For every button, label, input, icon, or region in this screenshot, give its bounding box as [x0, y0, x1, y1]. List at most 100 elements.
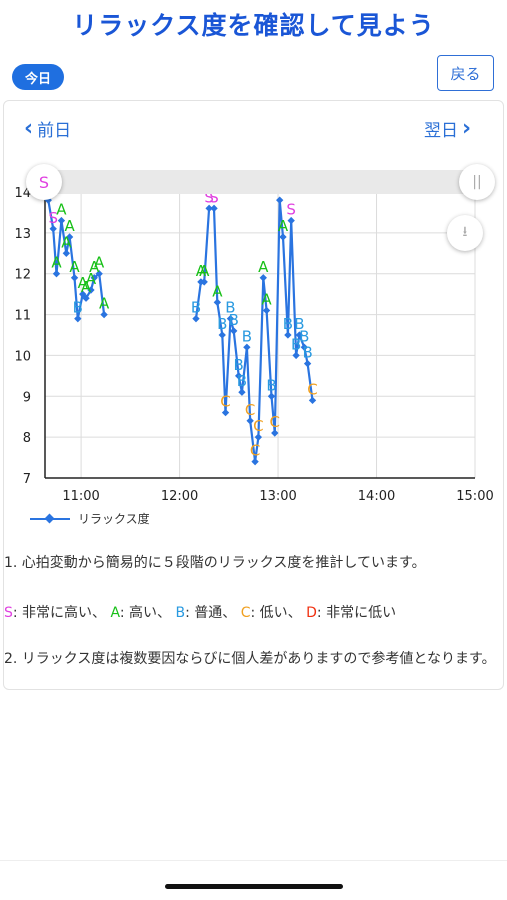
data-point-level-label: B	[225, 299, 235, 317]
level-B-text: : 普通、	[185, 605, 237, 621]
page-title: リラックス度を確認して見よう	[72, 11, 435, 40]
data-point	[246, 417, 254, 425]
chevron-left-icon: ‹	[24, 115, 34, 141]
data-point-level-label: A	[64, 217, 75, 235]
data-point-level-label: S	[286, 201, 296, 219]
data-point-level-label: A	[81, 278, 92, 296]
data-point-level-label: S	[209, 188, 219, 206]
data-point	[100, 310, 108, 319]
x-tick-label: 15:00	[456, 489, 493, 504]
x-tick-label: 12:00	[161, 489, 198, 504]
y-tick-label: 13	[14, 227, 31, 242]
data-point-level-label: A	[278, 217, 289, 235]
data-point-level-label: B	[299, 327, 309, 345]
range-handle-right[interactable]: ||	[459, 164, 495, 200]
x-tick-label: 11:00	[62, 489, 99, 504]
data-point	[205, 204, 213, 213]
data-point	[192, 314, 200, 323]
data-point-level-label: B	[191, 299, 201, 317]
data-point-level-label: C	[307, 380, 317, 398]
legend-line-icon	[30, 517, 70, 520]
data-point-level-label: A	[78, 274, 89, 292]
data-point-level-label: B	[291, 335, 301, 353]
prev-day-label: 前日	[37, 121, 72, 141]
bottom-divider	[0, 860, 507, 861]
y-tick-label: 12	[14, 268, 31, 283]
chart-legend: リラックス度	[30, 510, 150, 527]
y-tick-label: 9	[23, 390, 31, 405]
y-tick-label: 7	[23, 472, 31, 487]
level-C-text: : 低い、	[250, 605, 302, 621]
legend-label: リラックス度	[78, 512, 150, 526]
data-point-level-label: A	[212, 282, 223, 300]
data-point-level-label: A	[56, 201, 67, 219]
data-point	[200, 278, 208, 286]
x-tick-label: 13:00	[259, 489, 296, 504]
data-point	[300, 343, 308, 351]
data-point-level-label: B	[237, 372, 247, 390]
next-day-label: 翌日	[424, 121, 458, 141]
prev-day-link[interactable]: ‹ 前日	[24, 116, 71, 141]
data-point-level-label: B	[302, 344, 312, 362]
back-button[interactable]: 戻る	[437, 55, 494, 91]
y-tick-label: 11	[14, 309, 31, 324]
data-point-level-label: A	[196, 262, 207, 280]
data-point-level-label: C	[270, 413, 280, 431]
data-point-level-label: A	[258, 258, 269, 276]
data-point-level-label: S	[48, 209, 58, 227]
y-tick-label: 10	[14, 349, 31, 364]
data-point-level-label: A	[69, 258, 80, 276]
data-point-level-label: B	[217, 315, 227, 333]
data-point	[259, 274, 267, 282]
data-point-level-label: B	[73, 299, 83, 317]
data-point-level-label: B	[283, 315, 293, 333]
data-point	[303, 359, 312, 368]
chart-card	[3, 100, 504, 690]
data-point-level-label: A	[199, 262, 210, 280]
data-point-level-label: B	[242, 327, 252, 345]
data-point-level-label: A	[99, 295, 110, 313]
level-A-text: : 高い、	[119, 605, 172, 621]
chevron-right-icon: ›	[462, 115, 472, 141]
range-handle-left-glyph: S	[38, 172, 50, 192]
data-point-level-label: C	[250, 442, 260, 460]
home-indicator[interactable]	[165, 884, 343, 889]
data-point-level-label: B	[234, 356, 244, 374]
data-point-level-label: S	[204, 188, 214, 206]
data-point	[284, 331, 292, 339]
data-point-level-label: C	[253, 417, 263, 435]
download-button[interactable]: ⭳	[447, 215, 483, 251]
data-point	[79, 290, 87, 298]
data-point	[262, 306, 271, 315]
pause-icon: ||	[472, 174, 482, 190]
data-point	[287, 216, 295, 225]
next-day-link[interactable]: 翌日 ›	[424, 116, 471, 141]
note-2: 2. リラックス度は複数要因ならびに個人差がありますので参考値となります。	[4, 651, 496, 667]
level-S-code: S	[4, 605, 13, 621]
today-button[interactable]: 今日	[12, 64, 64, 90]
data-point	[279, 233, 287, 241]
data-point	[295, 331, 304, 339]
range-handle-left[interactable]: S	[26, 164, 62, 200]
data-point	[221, 408, 230, 417]
data-point-level-label: B	[229, 311, 239, 329]
range-scrollbar[interactable]	[30, 170, 490, 194]
data-point	[267, 392, 276, 400]
data-point-level-label: A	[261, 290, 272, 308]
download-icon: ⭳	[462, 224, 468, 240]
data-point-level-label: A	[51, 254, 62, 272]
data-point	[82, 294, 90, 302]
data-point	[234, 372, 243, 380]
data-point-level-label: A	[94, 254, 105, 272]
level-C-code: C	[240, 605, 251, 621]
data-point-level-label: A	[61, 233, 72, 251]
data-point	[52, 270, 61, 278]
data-point	[243, 343, 251, 351]
data-point	[271, 429, 279, 437]
data-point-level-label: B	[266, 376, 276, 394]
data-point	[254, 433, 263, 441]
data-point-level-label: C	[245, 401, 255, 419]
data-point-level-label: C	[220, 393, 230, 411]
